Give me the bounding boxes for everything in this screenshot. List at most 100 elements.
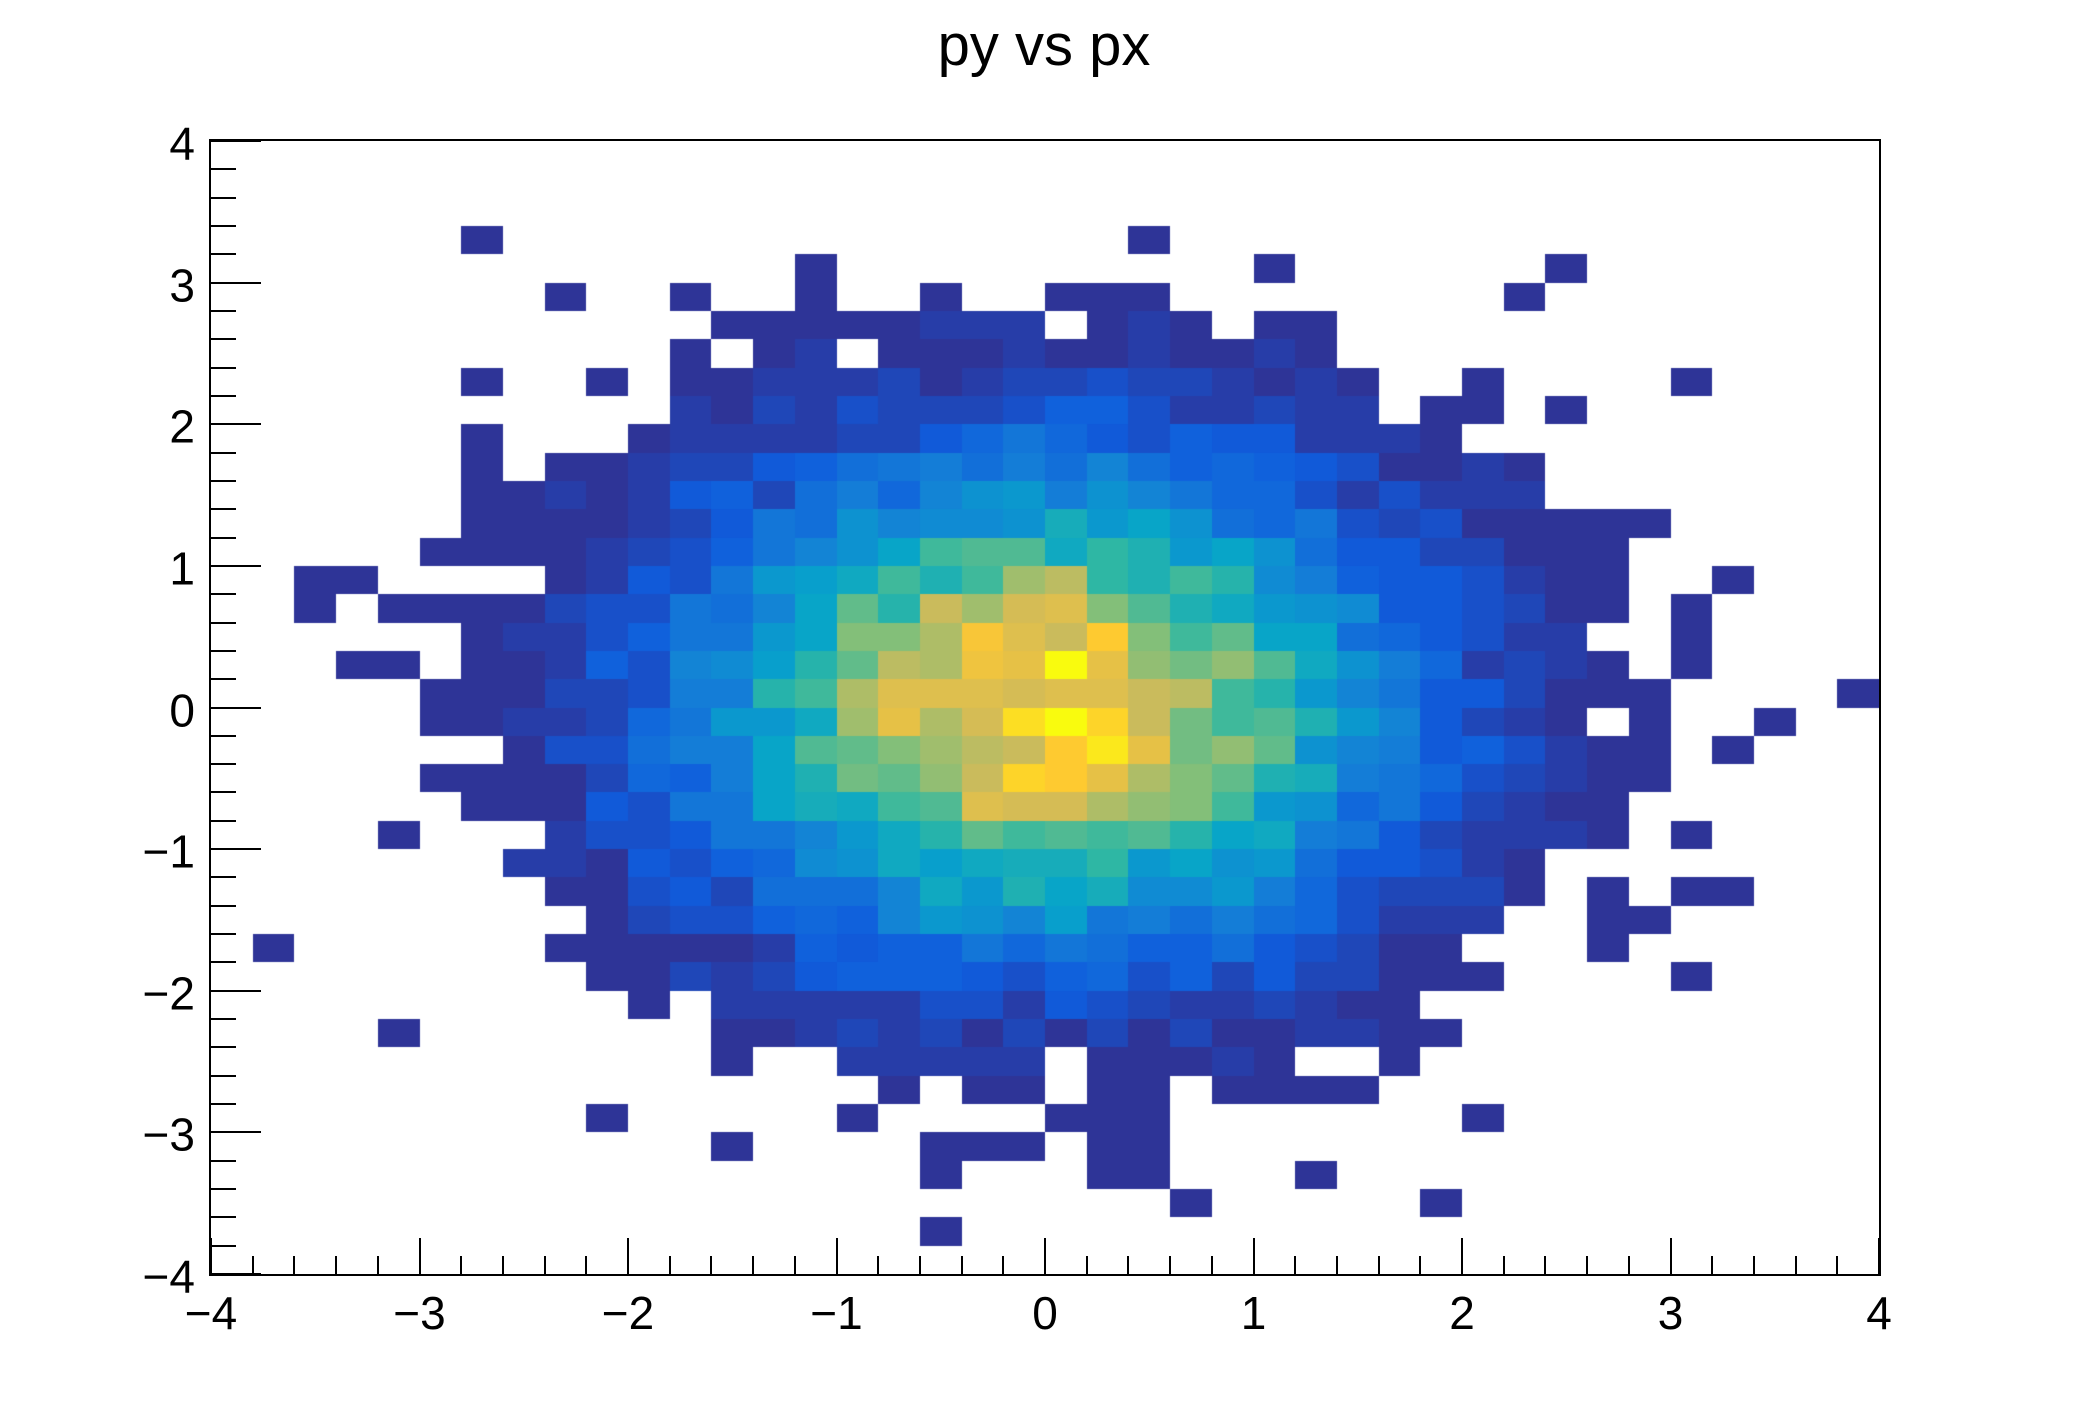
plot-frame <box>209 139 1881 1276</box>
x-axis-minor-tick <box>669 1256 671 1274</box>
y-axis-minor-tick <box>211 338 236 340</box>
plot-title: py vs px <box>937 13 1151 78</box>
y-axis-tick-label: 1 <box>169 542 195 595</box>
y-axis-minor-tick <box>211 961 236 963</box>
x-axis-minor-tick <box>585 1256 587 1274</box>
x-axis-major-tick <box>627 1238 629 1274</box>
th2-histogram-heatmap <box>211 141 1879 1274</box>
x-axis-minor-tick <box>252 1256 254 1274</box>
x-axis-minor-tick <box>1711 1256 1713 1274</box>
y-axis-major-tick <box>211 848 261 850</box>
x-axis-minor-tick <box>1002 1256 1004 1274</box>
x-axis-major-tick <box>419 1238 421 1274</box>
y-axis-tick-label: −3 <box>142 1108 195 1161</box>
x-axis-major-tick <box>210 1238 212 1274</box>
y-axis-minor-tick <box>211 1075 236 1077</box>
x-axis-minor-tick <box>1211 1256 1213 1274</box>
y-axis-tick-label: 4 <box>169 117 195 170</box>
x-axis-minor-tick <box>335 1256 337 1274</box>
y-axis-minor-tick <box>211 791 236 793</box>
y-axis-minor-tick <box>211 508 236 510</box>
y-axis-tick-label: 2 <box>169 400 195 453</box>
x-axis-major-tick <box>1670 1238 1672 1274</box>
x-axis-major-tick <box>1878 1238 1880 1274</box>
y-axis-major-tick <box>211 1131 261 1133</box>
y-axis-minor-tick <box>211 1018 236 1020</box>
x-axis-major-tick <box>836 1238 838 1274</box>
y-axis-major-tick <box>211 565 261 567</box>
x-axis-tick-label: 0 <box>1032 1287 1058 1339</box>
x-axis-minor-tick <box>794 1256 796 1274</box>
y-axis-minor-tick <box>211 197 236 199</box>
x-axis-tick-label: 3 <box>1657 1287 1684 1339</box>
y-axis-minor-tick <box>211 367 236 369</box>
y-axis-minor-tick <box>211 1216 236 1218</box>
x-axis-major-tick <box>1461 1238 1463 1274</box>
y-axis-minor-tick <box>211 933 236 935</box>
y-axis-minor-tick <box>211 310 236 312</box>
x-axis-minor-tick <box>1127 1256 1129 1274</box>
x-axis-minor-tick <box>1336 1256 1338 1274</box>
y-axis-minor-tick <box>211 480 236 482</box>
x-axis-tick-label: −4 <box>184 1287 238 1339</box>
x-axis-tick-label: −2 <box>601 1287 655 1339</box>
x-axis-minor-tick <box>460 1256 462 1274</box>
y-axis-tick-label: 0 <box>169 683 195 736</box>
y-axis-tick-label: 3 <box>169 258 195 311</box>
y-axis-minor-tick <box>211 1046 236 1048</box>
x-axis-minor-tick <box>1503 1256 1505 1274</box>
y-axis-minor-tick <box>211 905 236 907</box>
y-axis-minor-tick <box>211 225 236 227</box>
y-axis-minor-tick <box>211 1188 236 1190</box>
x-axis-minor-tick <box>1294 1256 1296 1274</box>
y-axis-tick-label: −4 <box>142 1250 195 1303</box>
y-axis-minor-tick <box>211 735 236 737</box>
y-axis-minor-tick <box>211 1160 236 1162</box>
y-axis-minor-tick <box>211 253 236 255</box>
x-axis-minor-tick <box>502 1256 504 1274</box>
x-axis-tick-label: 1 <box>1240 1287 1267 1339</box>
y-axis-major-tick <box>211 990 261 992</box>
y-axis-minor-tick <box>211 763 236 765</box>
x-axis-minor-tick <box>1169 1256 1171 1274</box>
x-axis-tick-label: 2 <box>1449 1287 1475 1339</box>
y-axis-tick-label: −1 <box>142 825 195 878</box>
x-axis-minor-tick <box>919 1256 921 1274</box>
x-axis-tick-label: 4 <box>1866 1287 1892 1339</box>
x-axis-minor-tick <box>1753 1256 1755 1274</box>
y-axis-minor-tick <box>211 650 236 652</box>
y-axis-minor-tick <box>211 1245 236 1247</box>
y-axis-minor-tick <box>211 1103 236 1105</box>
x-axis-major-tick <box>1044 1238 1046 1274</box>
y-axis-minor-tick <box>211 168 236 170</box>
y-axis-minor-tick <box>211 622 236 624</box>
x-axis-minor-tick <box>752 1256 754 1274</box>
y-axis-minor-tick <box>211 593 236 595</box>
x-axis-minor-tick <box>877 1256 879 1274</box>
y-axis-tick-label: −2 <box>142 967 195 1020</box>
x-axis-minor-tick <box>1836 1256 1838 1274</box>
y-axis-minor-tick <box>211 395 236 397</box>
x-axis-minor-tick <box>1419 1256 1421 1274</box>
y-axis-major-tick <box>211 707 261 709</box>
x-axis-minor-tick <box>544 1256 546 1274</box>
y-axis-major-tick <box>211 140 261 142</box>
x-axis-minor-tick <box>961 1256 963 1274</box>
y-axis-major-tick <box>211 423 261 425</box>
x-axis-minor-tick <box>377 1256 379 1274</box>
x-axis-minor-tick <box>1586 1256 1588 1274</box>
y-axis-major-tick <box>211 282 261 284</box>
x-axis-major-tick <box>1253 1238 1255 1274</box>
x-axis-minor-tick <box>710 1256 712 1274</box>
y-axis-major-tick <box>211 1273 261 1275</box>
y-axis-minor-tick <box>211 876 236 878</box>
x-axis-minor-tick <box>1544 1256 1546 1274</box>
x-axis-minor-tick <box>1086 1256 1088 1274</box>
x-axis-tick-label: −3 <box>393 1287 446 1339</box>
x-axis-minor-tick <box>1378 1256 1380 1274</box>
x-axis-minor-tick <box>1795 1256 1797 1274</box>
y-axis-minor-tick <box>211 678 236 680</box>
x-axis-minor-tick <box>293 1256 295 1274</box>
x-axis-tick-label: −1 <box>810 1287 863 1339</box>
